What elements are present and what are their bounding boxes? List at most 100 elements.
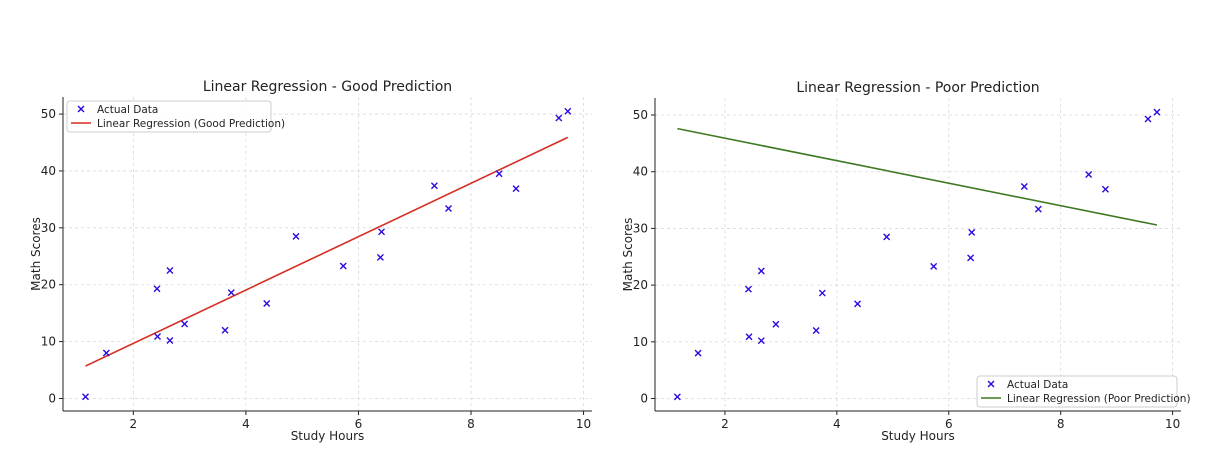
chart-panel-1: 2 4 6 8 10 0 10 20 30 40 50 Linear Regression - Goo… — [29, 79, 592, 443]
data-point — [812, 326, 820, 334]
data-point — [694, 349, 702, 357]
data-point-stroke — [153, 285, 161, 293]
data-point — [757, 267, 765, 275]
x-tick-label: 4 — [242, 417, 250, 431]
data-point — [1153, 108, 1161, 116]
data-point — [376, 253, 384, 261]
data-point-stroke — [444, 204, 452, 212]
data-point-stroke — [221, 326, 229, 334]
chart-title: Linear Regression - Good Prediction — [203, 79, 452, 95]
data-point-stroke — [339, 262, 347, 270]
y-tick-label: 10 — [633, 335, 648, 349]
legend: Actual Data Linear Regression (Good Predi… — [66, 100, 285, 133]
y-tick-label: 30 — [633, 221, 648, 235]
data-point — [1020, 182, 1028, 190]
data-point-stroke — [745, 333, 753, 341]
x-tick-label: 10 — [1165, 417, 1180, 431]
y-tick-label: 50 — [633, 108, 648, 122]
data-point — [153, 285, 161, 293]
data-point-stroke — [772, 320, 780, 328]
data-point-stroke — [227, 289, 235, 297]
data-point-stroke — [694, 349, 702, 357]
data-point-stroke — [967, 254, 975, 262]
legend-marker-points — [987, 380, 995, 388]
data-point-stroke — [292, 232, 300, 240]
data-point — [744, 285, 752, 293]
data-point — [854, 300, 862, 308]
data-point — [221, 326, 229, 334]
x-tick-label: 2 — [721, 417, 729, 431]
x-tick-label: 6 — [355, 417, 363, 431]
legend: Actual Data Linear Regression (Poor Predi… — [976, 375, 1191, 408]
data-point — [772, 320, 780, 328]
y-tick-label: 0 — [48, 391, 56, 405]
chart-panel-2: 2 4 6 8 10 0 10 20 30 40 50 Linear Regression - Poo… — [621, 80, 1191, 443]
data-point — [930, 262, 938, 270]
data-point — [673, 393, 681, 401]
data-point — [883, 233, 891, 241]
data-point-stroke — [181, 320, 189, 328]
data-point-stroke — [1085, 171, 1093, 179]
x-tick-label: 8 — [1057, 417, 1065, 431]
data-point-stroke — [166, 267, 174, 274]
y-tick-label: 40 — [633, 165, 648, 179]
regression-line — [85, 136, 569, 367]
data-point — [339, 262, 347, 270]
legend-label-points: Actual Data — [1007, 379, 1068, 391]
data-point-stroke — [673, 393, 681, 401]
data-point-stroke — [930, 262, 938, 270]
x-tick-label: 6 — [945, 417, 953, 431]
y-tick-label: 0 — [640, 392, 648, 406]
data-point-stroke — [495, 170, 503, 178]
data-point — [378, 228, 386, 236]
data-point-stroke — [378, 228, 386, 236]
data-point — [82, 393, 90, 401]
data-point — [1144, 115, 1152, 123]
data-point — [1101, 185, 1109, 193]
x-tick-label: 4 — [833, 417, 841, 431]
data-point-stroke — [854, 300, 862, 308]
data-point-stroke — [883, 233, 891, 241]
x-tick-label: 2 — [130, 417, 138, 431]
data-point-stroke — [263, 299, 271, 307]
data-point-stroke — [757, 337, 765, 345]
legend-marker-points — [77, 105, 85, 113]
data-point — [818, 289, 826, 297]
data-point — [1034, 205, 1042, 213]
data-point — [444, 204, 452, 212]
data-point-stroke — [1101, 185, 1109, 193]
data-point-stroke — [376, 253, 384, 261]
data-point — [166, 267, 174, 274]
y-tick-label: 50 — [41, 107, 56, 121]
y-axis-label: Math Scores — [29, 217, 43, 291]
data-point — [968, 228, 976, 236]
data-point-stroke — [818, 289, 826, 297]
data-point-stroke — [1144, 115, 1152, 123]
legend-box — [66, 100, 272, 133]
data-point-stroke — [757, 267, 765, 275]
data-point — [757, 337, 765, 345]
data-point-stroke — [82, 393, 90, 401]
data-point-stroke — [1020, 182, 1028, 190]
data-point — [967, 254, 975, 262]
data-point — [430, 182, 438, 190]
y-tick-label: 20 — [41, 278, 56, 292]
data-point — [166, 336, 174, 344]
data-point-stroke — [102, 349, 110, 357]
x-tick-label: 10 — [576, 417, 591, 431]
data-point — [495, 170, 503, 178]
legend-box — [976, 375, 1178, 408]
legend-label-line: Linear Regression (Poor Prediction) — [1007, 393, 1191, 405]
regression-line — [677, 127, 1158, 226]
legend-label-line: Linear Regression (Good Prediction) — [97, 118, 285, 130]
data-point-stroke — [744, 285, 752, 293]
legend-label-points: Actual Data — [97, 104, 158, 116]
y-tick-label: 30 — [41, 221, 56, 235]
data-point — [102, 349, 110, 357]
data-point — [227, 289, 235, 297]
data-point-stroke — [564, 107, 572, 115]
data-point-stroke — [166, 336, 174, 344]
data-point-stroke — [430, 182, 438, 190]
